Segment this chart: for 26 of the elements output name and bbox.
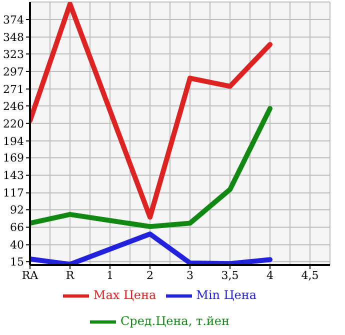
x-tick-label: 3	[186, 268, 194, 282]
y-tick-label: 297	[3, 65, 24, 78]
y-tick-label: 143	[3, 169, 24, 182]
legend-label: Min Цена	[196, 288, 257, 302]
y-tick-label: 92	[10, 204, 24, 217]
y-tick-label: 15	[10, 256, 24, 269]
x-tick-label: 2	[146, 268, 154, 282]
x-tick-label: 4,5	[301, 268, 319, 282]
y-tick-label: 40	[10, 238, 24, 252]
x-tick-label: 3,5	[221, 268, 239, 282]
y-tick-label: 323	[3, 48, 24, 61]
x-tick-label: R	[66, 268, 75, 282]
x-tick-label: 4	[266, 268, 274, 282]
x-tick-label: RA	[22, 268, 40, 282]
y-tick-label: 374	[3, 13, 24, 26]
y-tick-label: 194	[3, 134, 24, 148]
y-tick-label: 117	[3, 186, 24, 200]
y-tick-label: 271	[3, 82, 24, 96]
legend-label: Сред.Цена, т.йен	[120, 314, 230, 328]
legend-label: Max Цена	[93, 288, 156, 302]
x-tick-label: 1	[106, 268, 114, 282]
y-tick-label: 348	[3, 30, 24, 44]
y-tick-label: 169	[3, 152, 24, 165]
y-tick-label: 246	[3, 100, 24, 113]
y-tick-label: 66	[10, 221, 24, 234]
y-tick-label: 220	[3, 117, 24, 130]
